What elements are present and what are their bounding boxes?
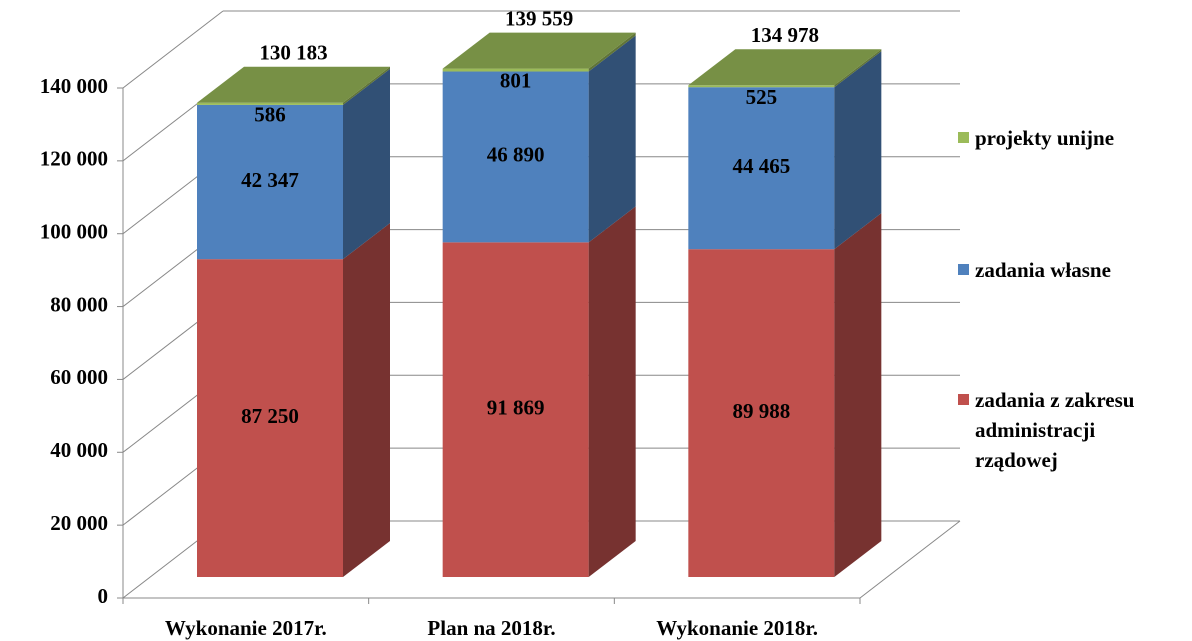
x-tick-label: Wykonanie 2017r.	[165, 616, 327, 640]
bar-side	[588, 206, 636, 577]
y-tick-label: 60 000	[50, 365, 108, 389]
bar-front	[197, 102, 343, 105]
x-tick-label: Wykonanie 2018r.	[656, 616, 818, 640]
x-tick-label: Plan na 2018r.	[427, 616, 555, 640]
bar-side	[343, 223, 390, 578]
bar-side	[588, 32, 636, 72]
data-label: 586	[254, 103, 286, 127]
bar-front	[197, 259, 343, 577]
data-label: 87 250	[241, 404, 299, 428]
legend-swatch	[958, 132, 969, 143]
bar-top	[197, 66, 390, 103]
total-label: 134 978	[751, 23, 819, 47]
grid-line	[122, 10, 224, 89]
y-tick-label: 40 000	[50, 438, 108, 462]
bar-front	[442, 71, 589, 243]
bar-front	[688, 249, 835, 577]
bar-front	[688, 85, 835, 88]
y-tick-label: 0	[98, 584, 109, 608]
y-tick-label: 120 000	[40, 147, 108, 171]
bar-front	[442, 68, 589, 72]
legend-swatch	[958, 264, 969, 275]
legend-label: zadania z zakresu administracji rządowej	[975, 388, 1135, 472]
bar-top	[442, 32, 636, 69]
y-tick-label: 100 000	[40, 220, 108, 244]
data-label: 91 869	[487, 395, 545, 419]
legend-label: zadania własne	[975, 258, 1111, 282]
data-label: 46 890	[487, 143, 545, 167]
bar-front	[197, 104, 343, 260]
bar-side	[834, 213, 882, 577]
bar-top	[688, 49, 882, 86]
y-tick-label: 20 000	[50, 511, 108, 535]
bar-side	[343, 68, 390, 260]
data-label: 44 465	[732, 154, 790, 178]
legend-swatch	[958, 394, 969, 405]
bar-side	[343, 66, 390, 105]
data-label: 42 347	[241, 168, 299, 192]
bar-front	[442, 242, 589, 577]
total-label: 130 183	[259, 41, 327, 65]
bar-side	[588, 35, 636, 243]
data-label: 801	[500, 68, 532, 92]
legend-item: projekty unijne	[958, 123, 1183, 153]
floor-line	[859, 520, 961, 599]
total-label: 139 559	[505, 6, 573, 30]
legend-item: zadania z zakresu administracji rządowej	[958, 385, 1183, 475]
data-label: 89 988	[732, 399, 790, 423]
bar-side	[834, 49, 882, 88]
legend-label: projekty unijne	[975, 126, 1115, 150]
legend-item: zadania własne	[958, 255, 1183, 285]
bar-front	[688, 87, 835, 250]
y-tick-label: 140 000	[40, 74, 108, 98]
bar-side	[834, 51, 882, 250]
data-label: 525	[746, 85, 778, 109]
y-tick-label: 80 000	[50, 292, 108, 316]
